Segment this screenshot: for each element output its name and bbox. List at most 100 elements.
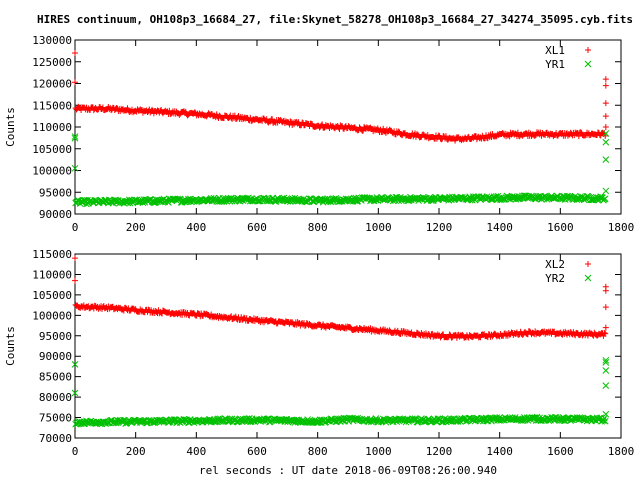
data-point <box>602 356 610 364</box>
data-point <box>429 417 437 424</box>
data-point <box>602 324 609 331</box>
data-point <box>588 196 595 204</box>
legend-x-icon <box>584 274 592 282</box>
y-axis-label: Counts <box>4 107 17 147</box>
data-point <box>71 389 79 397</box>
data-point <box>372 415 380 422</box>
x-tick-label: 400 <box>186 221 206 234</box>
x-tick-label: 600 <box>247 445 267 458</box>
x-tick-label: 800 <box>308 445 328 458</box>
x-axis-label: rel seconds : UT date 2018-06-09T08:26:0… <box>199 464 497 477</box>
y-tick-label: 85000 <box>39 371 72 384</box>
x-tick-label: 1000 <box>365 445 392 458</box>
y-tick-label: 105000 <box>32 289 72 302</box>
x-tick-label: 1200 <box>426 221 453 234</box>
legend-label: YR2 <box>545 272 565 285</box>
data-point <box>71 133 79 140</box>
data-point <box>602 156 610 163</box>
x-tick-label: 0 <box>72 221 79 234</box>
data-point <box>319 121 326 128</box>
data-point <box>601 417 609 425</box>
legend-plus-icon <box>585 261 591 267</box>
y-tick-label: 100000 <box>32 165 72 178</box>
y-tick-label: 130000 <box>32 34 72 47</box>
y-tick-label: 95000 <box>39 186 72 199</box>
y-tick-label: 105000 <box>32 143 72 156</box>
y-tick-label: 115000 <box>32 248 72 261</box>
y-tick-label: 110000 <box>32 268 72 281</box>
data-point <box>575 133 582 140</box>
data-point <box>442 133 449 140</box>
data-point <box>254 197 261 205</box>
y-tick-label: 90000 <box>39 208 72 221</box>
x-tick-label: 0 <box>72 445 79 458</box>
series-xl1 <box>72 50 609 144</box>
data-point <box>602 382 610 390</box>
y-tick-label: 110000 <box>32 121 72 134</box>
y-tick-label: 75000 <box>39 412 72 425</box>
legend-x-icon <box>584 60 592 68</box>
series-xl2 <box>72 255 609 341</box>
data-point <box>465 195 473 203</box>
data-point <box>342 195 350 203</box>
data-point <box>224 417 231 425</box>
data-point <box>379 415 387 423</box>
data-point <box>602 287 609 294</box>
legend-label: XL2 <box>545 258 565 271</box>
x-tick-label: 200 <box>126 445 146 458</box>
y-tick-label: 120000 <box>32 78 72 91</box>
data-point <box>438 136 445 143</box>
data-point <box>602 124 609 130</box>
data-point <box>601 329 608 336</box>
data-point <box>391 417 399 425</box>
x-tick-label: 1400 <box>486 445 513 458</box>
data-point <box>602 304 609 311</box>
y-tick-label: 80000 <box>39 391 72 404</box>
data-point <box>602 100 609 107</box>
data-point <box>602 359 610 366</box>
data-point <box>149 106 156 113</box>
data-point <box>71 134 79 142</box>
x-tick-label: 800 <box>308 221 328 234</box>
y-tick-label: 90000 <box>39 350 72 363</box>
x-tick-label: 600 <box>247 221 267 234</box>
data-point <box>71 164 79 172</box>
legend-plus-icon <box>585 47 591 53</box>
data-point <box>72 277 78 284</box>
y-axis-label: Counts <box>4 326 17 366</box>
series-yr2 <box>71 356 610 428</box>
data-point <box>506 414 514 422</box>
x-tick-label: 1400 <box>486 221 513 234</box>
data-point <box>287 118 294 125</box>
x-tick-label: 200 <box>126 221 146 234</box>
top-panel: 90000 95000 100000 105000 110000 115000 120000… <box>4 34 634 234</box>
data-point <box>453 334 460 341</box>
chart-title: HIRES continuum, OH108p3_16684_27, file:… <box>37 13 633 26</box>
data-point <box>600 417 607 424</box>
data-point <box>446 331 453 338</box>
x-tick-label: 1200 <box>426 445 453 458</box>
x-tick-label: 1600 <box>547 221 574 234</box>
data-point <box>402 418 410 426</box>
data-point <box>72 79 78 86</box>
data-point <box>602 113 609 120</box>
data-point <box>602 82 609 89</box>
data-point <box>72 255 78 262</box>
x-tick-label: 1000 <box>365 221 392 234</box>
data-point <box>601 195 609 203</box>
x-tick-label: 1600 <box>547 445 574 458</box>
y-tick-label: 115000 <box>32 99 72 112</box>
data-point <box>602 130 610 137</box>
data-point <box>71 361 79 368</box>
legend-label: XL1 <box>545 44 565 57</box>
data-point <box>602 367 610 374</box>
plot-frame <box>74 253 622 439</box>
y-tick-label: 100000 <box>32 309 72 322</box>
data-point <box>602 138 610 146</box>
data-point <box>602 410 610 418</box>
bottom-panel: 70000 75000 80000 85000 90000 95000 100000 1050… <box>4 248 634 458</box>
data-point <box>602 187 610 195</box>
x-tick-label: 1800 <box>608 445 635 458</box>
x-tick-label: 400 <box>186 445 206 458</box>
